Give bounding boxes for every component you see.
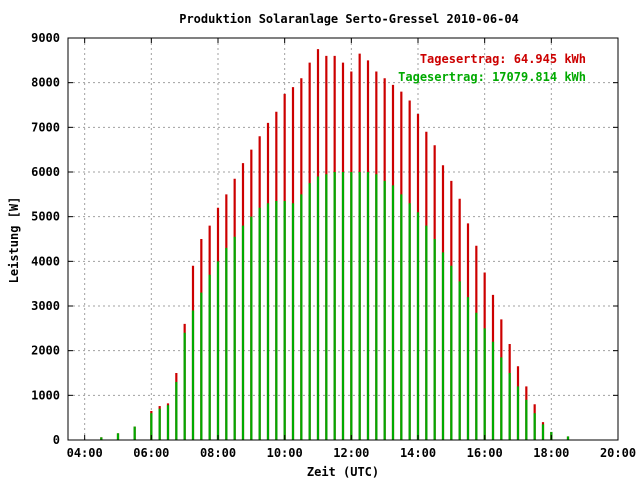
y-tick-label: 5000 bbox=[31, 210, 60, 224]
chart-title: Produktion Solaranlage Serto-Gressel 201… bbox=[179, 12, 519, 26]
x-tick-label: 04:00 bbox=[67, 446, 103, 460]
y-tick-label: 1000 bbox=[31, 388, 60, 402]
x-axis-label: Zeit (UTC) bbox=[307, 465, 379, 479]
x-tick-label: 16:00 bbox=[467, 446, 503, 460]
legend-entry-green: Tagesertrag: 17079.814 kWh bbox=[398, 70, 586, 84]
x-tick-label: 10:00 bbox=[267, 446, 303, 460]
y-axis-label: Leistung [W] bbox=[7, 197, 21, 284]
x-tick-label: 14:00 bbox=[400, 446, 436, 460]
y-tick-label: 3000 bbox=[31, 299, 60, 313]
x-tick-label: 18:00 bbox=[533, 446, 569, 460]
y-tick-label: 7000 bbox=[31, 120, 60, 134]
bars-layer bbox=[83, 49, 586, 440]
y-tick-label: 4000 bbox=[31, 254, 60, 268]
y-tick-label: 8000 bbox=[31, 76, 60, 90]
y-tick-label: 6000 bbox=[31, 165, 60, 179]
y-tick-label: 0 bbox=[53, 433, 60, 447]
x-tick-label: 20:00 bbox=[600, 446, 636, 460]
y-tick-label: 2000 bbox=[31, 344, 60, 358]
x-tick-label: 06:00 bbox=[133, 446, 169, 460]
x-tick-label: 12:00 bbox=[333, 446, 369, 460]
y-tick-label: 9000 bbox=[31, 31, 60, 45]
plot-frame bbox=[67, 37, 619, 441]
legend-entry-red: Tagesertrag: 64.945 kWh bbox=[420, 52, 586, 66]
ticks-layer: 0 1000 2000 3000 4000 5000 6000 7000 8000 9000 04:… bbox=[31, 31, 636, 460]
x-tick-label: 08:00 bbox=[200, 446, 236, 460]
